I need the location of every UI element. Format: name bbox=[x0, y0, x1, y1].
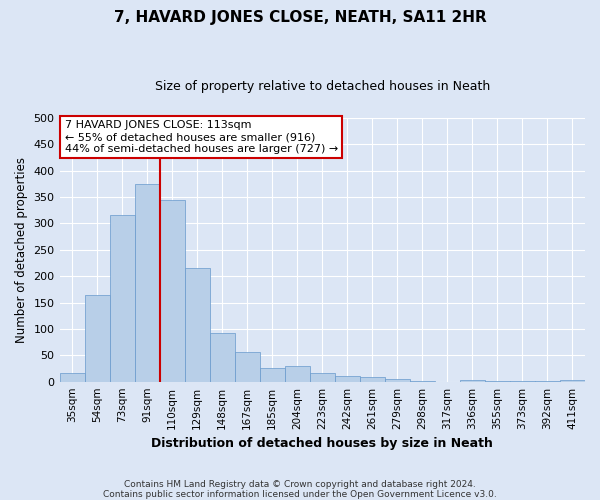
Bar bbox=[360, 378, 385, 382]
Bar bbox=[59, 373, 85, 382]
Bar bbox=[260, 368, 285, 382]
Y-axis label: Number of detached properties: Number of detached properties bbox=[15, 156, 28, 342]
Title: Size of property relative to detached houses in Neath: Size of property relative to detached ho… bbox=[155, 80, 490, 93]
Bar bbox=[485, 381, 510, 382]
Bar bbox=[510, 381, 535, 382]
Bar bbox=[310, 373, 335, 382]
Bar bbox=[560, 380, 585, 382]
Bar bbox=[385, 379, 410, 382]
X-axis label: Distribution of detached houses by size in Neath: Distribution of detached houses by size … bbox=[151, 437, 493, 450]
Bar bbox=[160, 200, 185, 382]
Text: 7 HAVARD JONES CLOSE: 113sqm
← 55% of detached houses are smaller (916)
44% of s: 7 HAVARD JONES CLOSE: 113sqm ← 55% of de… bbox=[65, 120, 338, 154]
Bar bbox=[235, 352, 260, 382]
Bar bbox=[134, 184, 160, 382]
Bar bbox=[110, 216, 134, 382]
Bar bbox=[285, 366, 310, 382]
Text: Contains HM Land Registry data © Crown copyright and database right 2024.: Contains HM Land Registry data © Crown c… bbox=[124, 480, 476, 489]
Bar bbox=[460, 380, 485, 382]
Text: Contains public sector information licensed under the Open Government Licence v3: Contains public sector information licen… bbox=[103, 490, 497, 499]
Bar bbox=[410, 380, 435, 382]
Bar bbox=[209, 332, 235, 382]
Bar bbox=[335, 376, 360, 382]
Text: 7, HAVARD JONES CLOSE, NEATH, SA11 2HR: 7, HAVARD JONES CLOSE, NEATH, SA11 2HR bbox=[113, 10, 487, 25]
Bar bbox=[535, 381, 560, 382]
Bar bbox=[185, 268, 209, 382]
Bar bbox=[85, 294, 110, 382]
